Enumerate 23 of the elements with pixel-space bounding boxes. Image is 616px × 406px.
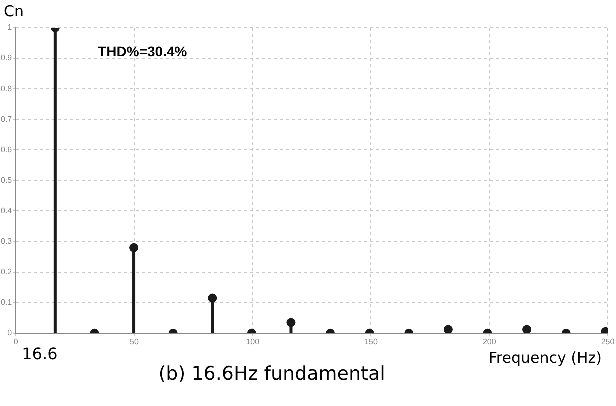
y-tick-label: 0.6 bbox=[0, 145, 13, 154]
y-tick-label: 0.7 bbox=[0, 114, 13, 124]
x-tick-label: 150 bbox=[364, 337, 378, 346]
y-tick-label: 0.5 bbox=[0, 176, 13, 185]
y-tick-label: 0.1 bbox=[0, 298, 13, 308]
y-tick-label: 0.2 bbox=[0, 268, 13, 277]
annotation: THD%=30.4% bbox=[98, 43, 188, 60]
x-tick-label: 200 bbox=[482, 337, 497, 346]
y-tick-label: 1 bbox=[8, 23, 13, 32]
y-tick-label: 0.9 bbox=[0, 54, 13, 63]
x-tick-label: 100 bbox=[246, 337, 260, 346]
y-tick-label: 0.4 bbox=[0, 206, 13, 216]
point bbox=[130, 243, 139, 252]
text: 16.6 bbox=[22, 344, 58, 364]
x-tick-label: 50 bbox=[130, 337, 140, 346]
text: (b) 16.6Hz fundamental bbox=[158, 362, 386, 385]
y-tick-label: 0 bbox=[8, 328, 13, 338]
x-tick-label: 0 bbox=[14, 337, 19, 346]
x-axis-title: Frequency (Hz) bbox=[488, 348, 602, 367]
x-tick-label: 250 bbox=[601, 337, 616, 346]
y-tick-label: 0.3 bbox=[0, 236, 13, 246]
y-tick-label: 0.8 bbox=[0, 84, 13, 94]
y-axis-title: Cn bbox=[4, 2, 24, 20]
